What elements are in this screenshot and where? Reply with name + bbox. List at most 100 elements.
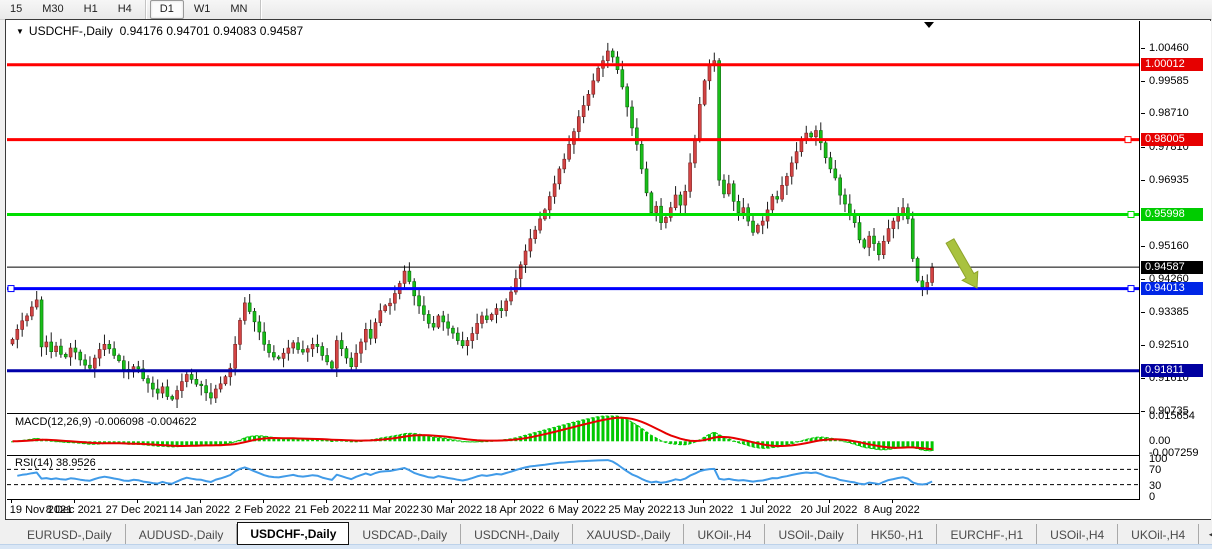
line-handle[interactable] xyxy=(7,285,15,293)
price-tick-label: 0.93385 xyxy=(1149,305,1189,318)
date-label: 21 Feb 2022 xyxy=(294,504,357,516)
rsi-indicator-label: RSI(14) 38.9526 xyxy=(15,457,96,469)
rsi-axis-label: 30 xyxy=(1149,479,1162,492)
price-tick xyxy=(1141,378,1145,380)
chart-tab-usoil-daily[interactable]: USOil-,Daily xyxy=(765,524,858,545)
price-tick xyxy=(1141,48,1145,49)
ohlc-close: 0.94587 xyxy=(259,24,304,38)
chart-tab-eurchf-h1[interactable]: EURCHF-,H1 xyxy=(937,524,1038,545)
macd-axis-label: 0.00 xyxy=(1149,435,1171,448)
date-tick xyxy=(325,500,327,503)
timeframe-button-w1[interactable]: W1 xyxy=(193,3,211,15)
price-level-badge-1.00012: 1.00012 xyxy=(1141,58,1203,72)
chart-tab-ukoil-h4[interactable]: UKOil-,H4 xyxy=(684,524,766,545)
date-tick xyxy=(640,500,642,503)
macd-signal-value: -0.004622 xyxy=(147,416,197,428)
price-tick-label: 0.96935 xyxy=(1149,173,1189,186)
date-tick xyxy=(136,500,138,503)
rsi-axis-label: 0 xyxy=(1149,491,1156,503)
date-tick xyxy=(199,500,201,503)
price-level-badge-0.94587: 0.94587 xyxy=(1141,260,1203,274)
timeframe-button-15[interactable]: 15 xyxy=(10,3,23,15)
date-label: 19 Nov 2021 xyxy=(9,504,73,516)
date-tick xyxy=(766,500,768,503)
price-tick-label: 0.95160 xyxy=(1149,239,1189,252)
price-level-badge-0.95998: 0.95998 xyxy=(1141,208,1203,221)
date-label: 6 May 2022 xyxy=(548,504,607,516)
date-tick xyxy=(11,500,12,503)
rsi-axis-label: 100 xyxy=(1149,453,1168,465)
chart-shift-marker-icon[interactable] xyxy=(924,22,934,28)
timeframe-button-d1[interactable]: D1 xyxy=(149,0,184,19)
date-label: 20 Jul 2022 xyxy=(800,504,858,516)
price-tick xyxy=(1141,410,1145,412)
date-tick xyxy=(891,500,893,503)
time-axis: 19 Nov 2021 8 Dec 2021 27 Dec 2021 14 Jan 2… xyxy=(7,500,1140,519)
date-label: 30 Mar 2022 xyxy=(420,504,483,516)
timeframe-button-h4[interactable]: H4 xyxy=(117,3,132,15)
timeframe-button-mn[interactable]: MN xyxy=(230,3,248,15)
chart-tab-audusd-daily[interactable]: AUDUSD-,Daily xyxy=(126,524,238,545)
price-tick xyxy=(1141,344,1145,346)
date-tick xyxy=(73,500,75,503)
rsi-value: 38.9526 xyxy=(55,457,96,469)
chart-title: ▼ USDCHF-,Daily 0.94176 0.94701 0.94083 0… xyxy=(16,24,303,38)
rsi-line-chart xyxy=(7,459,1138,486)
price-tick xyxy=(1141,311,1145,313)
price-tick xyxy=(1141,146,1145,148)
date-label: 27 Dec 2021 xyxy=(105,504,169,516)
main-price-plot[interactable] xyxy=(7,21,1140,413)
toolbar-separator xyxy=(260,0,263,19)
date-tick xyxy=(388,500,390,503)
price-tick-label: 1.00460 xyxy=(1149,42,1189,54)
timeframe-button-m30[interactable]: M30 xyxy=(42,3,64,15)
line-handle[interactable] xyxy=(1124,136,1132,144)
chart-tab-eurusd-daily[interactable]: EURUSD-,Daily xyxy=(14,524,126,545)
candles xyxy=(10,42,934,408)
chevron-down-icon: ▼ xyxy=(16,27,24,36)
macd-axis-label: -0.007259 xyxy=(1149,447,1199,459)
window-tab-divider xyxy=(0,520,1212,524)
timeframe-button-h1[interactable]: H1 xyxy=(83,3,98,15)
date-label: 11 Mar 2022 xyxy=(358,504,419,516)
rsi-axis-label: 70 xyxy=(1149,464,1162,477)
date-tick xyxy=(577,500,579,503)
date-label: 14 Jan 2022 xyxy=(169,504,231,516)
rsi-panel[interactable]: RSI(14) 38.9526 xyxy=(7,456,1140,500)
macd-main-value: -0.006098 xyxy=(94,416,145,428)
chart-tab-xauusd-daily[interactable]: XAUUSD-,Daily xyxy=(573,524,685,545)
macd-histogram xyxy=(11,415,934,452)
price-tick xyxy=(1141,279,1145,281)
price-level-badge-0.91811: 0.91811 xyxy=(1141,364,1203,378)
date-tick xyxy=(828,500,830,503)
chart-tab-bar: EURUSD-,Daily AUDUSD-,Daily USDCHF-,Daily U… xyxy=(0,522,1212,545)
chart-tab-ukoil-h4[interactable]: UKOil-,H4 xyxy=(1118,524,1200,545)
tab-scroll-left-icon[interactable]: ◄ xyxy=(1207,530,1212,539)
chart-tab-usdchf-daily[interactable]: USDCHF-,Daily xyxy=(237,522,350,545)
rsi-line xyxy=(17,459,933,486)
down-arrow-annotation[interactable] xyxy=(945,238,979,289)
macd-signal-line xyxy=(12,416,933,451)
candlestick-chart[interactable] xyxy=(7,21,1139,413)
line-handle[interactable] xyxy=(1127,211,1135,219)
date-label: 1 Jul 2022 xyxy=(740,504,792,516)
chart-tab-hk50-h1[interactable]: HK50-,H1 xyxy=(858,524,938,545)
date-label: 8 Aug 2022 xyxy=(864,504,920,516)
price-tick xyxy=(1141,80,1145,82)
line-handle[interactable] xyxy=(1127,285,1135,293)
macd-indicator-label: MACD(12,26,9) -0.006098 -0.004622 xyxy=(15,416,197,428)
chart-window[interactable]: ▼ USDCHF-,Daily 0.94176 0.94701 0.94083 0… xyxy=(5,19,1211,520)
macd-panel[interactable]: MACD(12,26,9) -0.006098 -0.004622 xyxy=(7,413,1140,456)
toolbar-separator xyxy=(144,0,147,19)
date-label: 25 May 2022 xyxy=(608,504,672,516)
chart-tab-usdcad-daily[interactable]: USDCAD-,Daily xyxy=(349,524,462,545)
date-label: 13 Jun 2022 xyxy=(672,504,734,516)
chart-tab-usdcnh-daily[interactable]: USDCNH-,Daily xyxy=(461,524,574,545)
chart-symbol: USDCHF-,Daily xyxy=(28,24,113,38)
price-tick xyxy=(1141,245,1145,247)
date-tick xyxy=(514,500,516,503)
price-tick xyxy=(1141,113,1145,115)
chart-tab-usoil-h4[interactable]: USOil-,H4 xyxy=(1037,524,1119,545)
tab-scroll-controls: ◄► xyxy=(1199,524,1212,545)
price-level-badge-0.94013: 0.94013 xyxy=(1141,282,1203,296)
